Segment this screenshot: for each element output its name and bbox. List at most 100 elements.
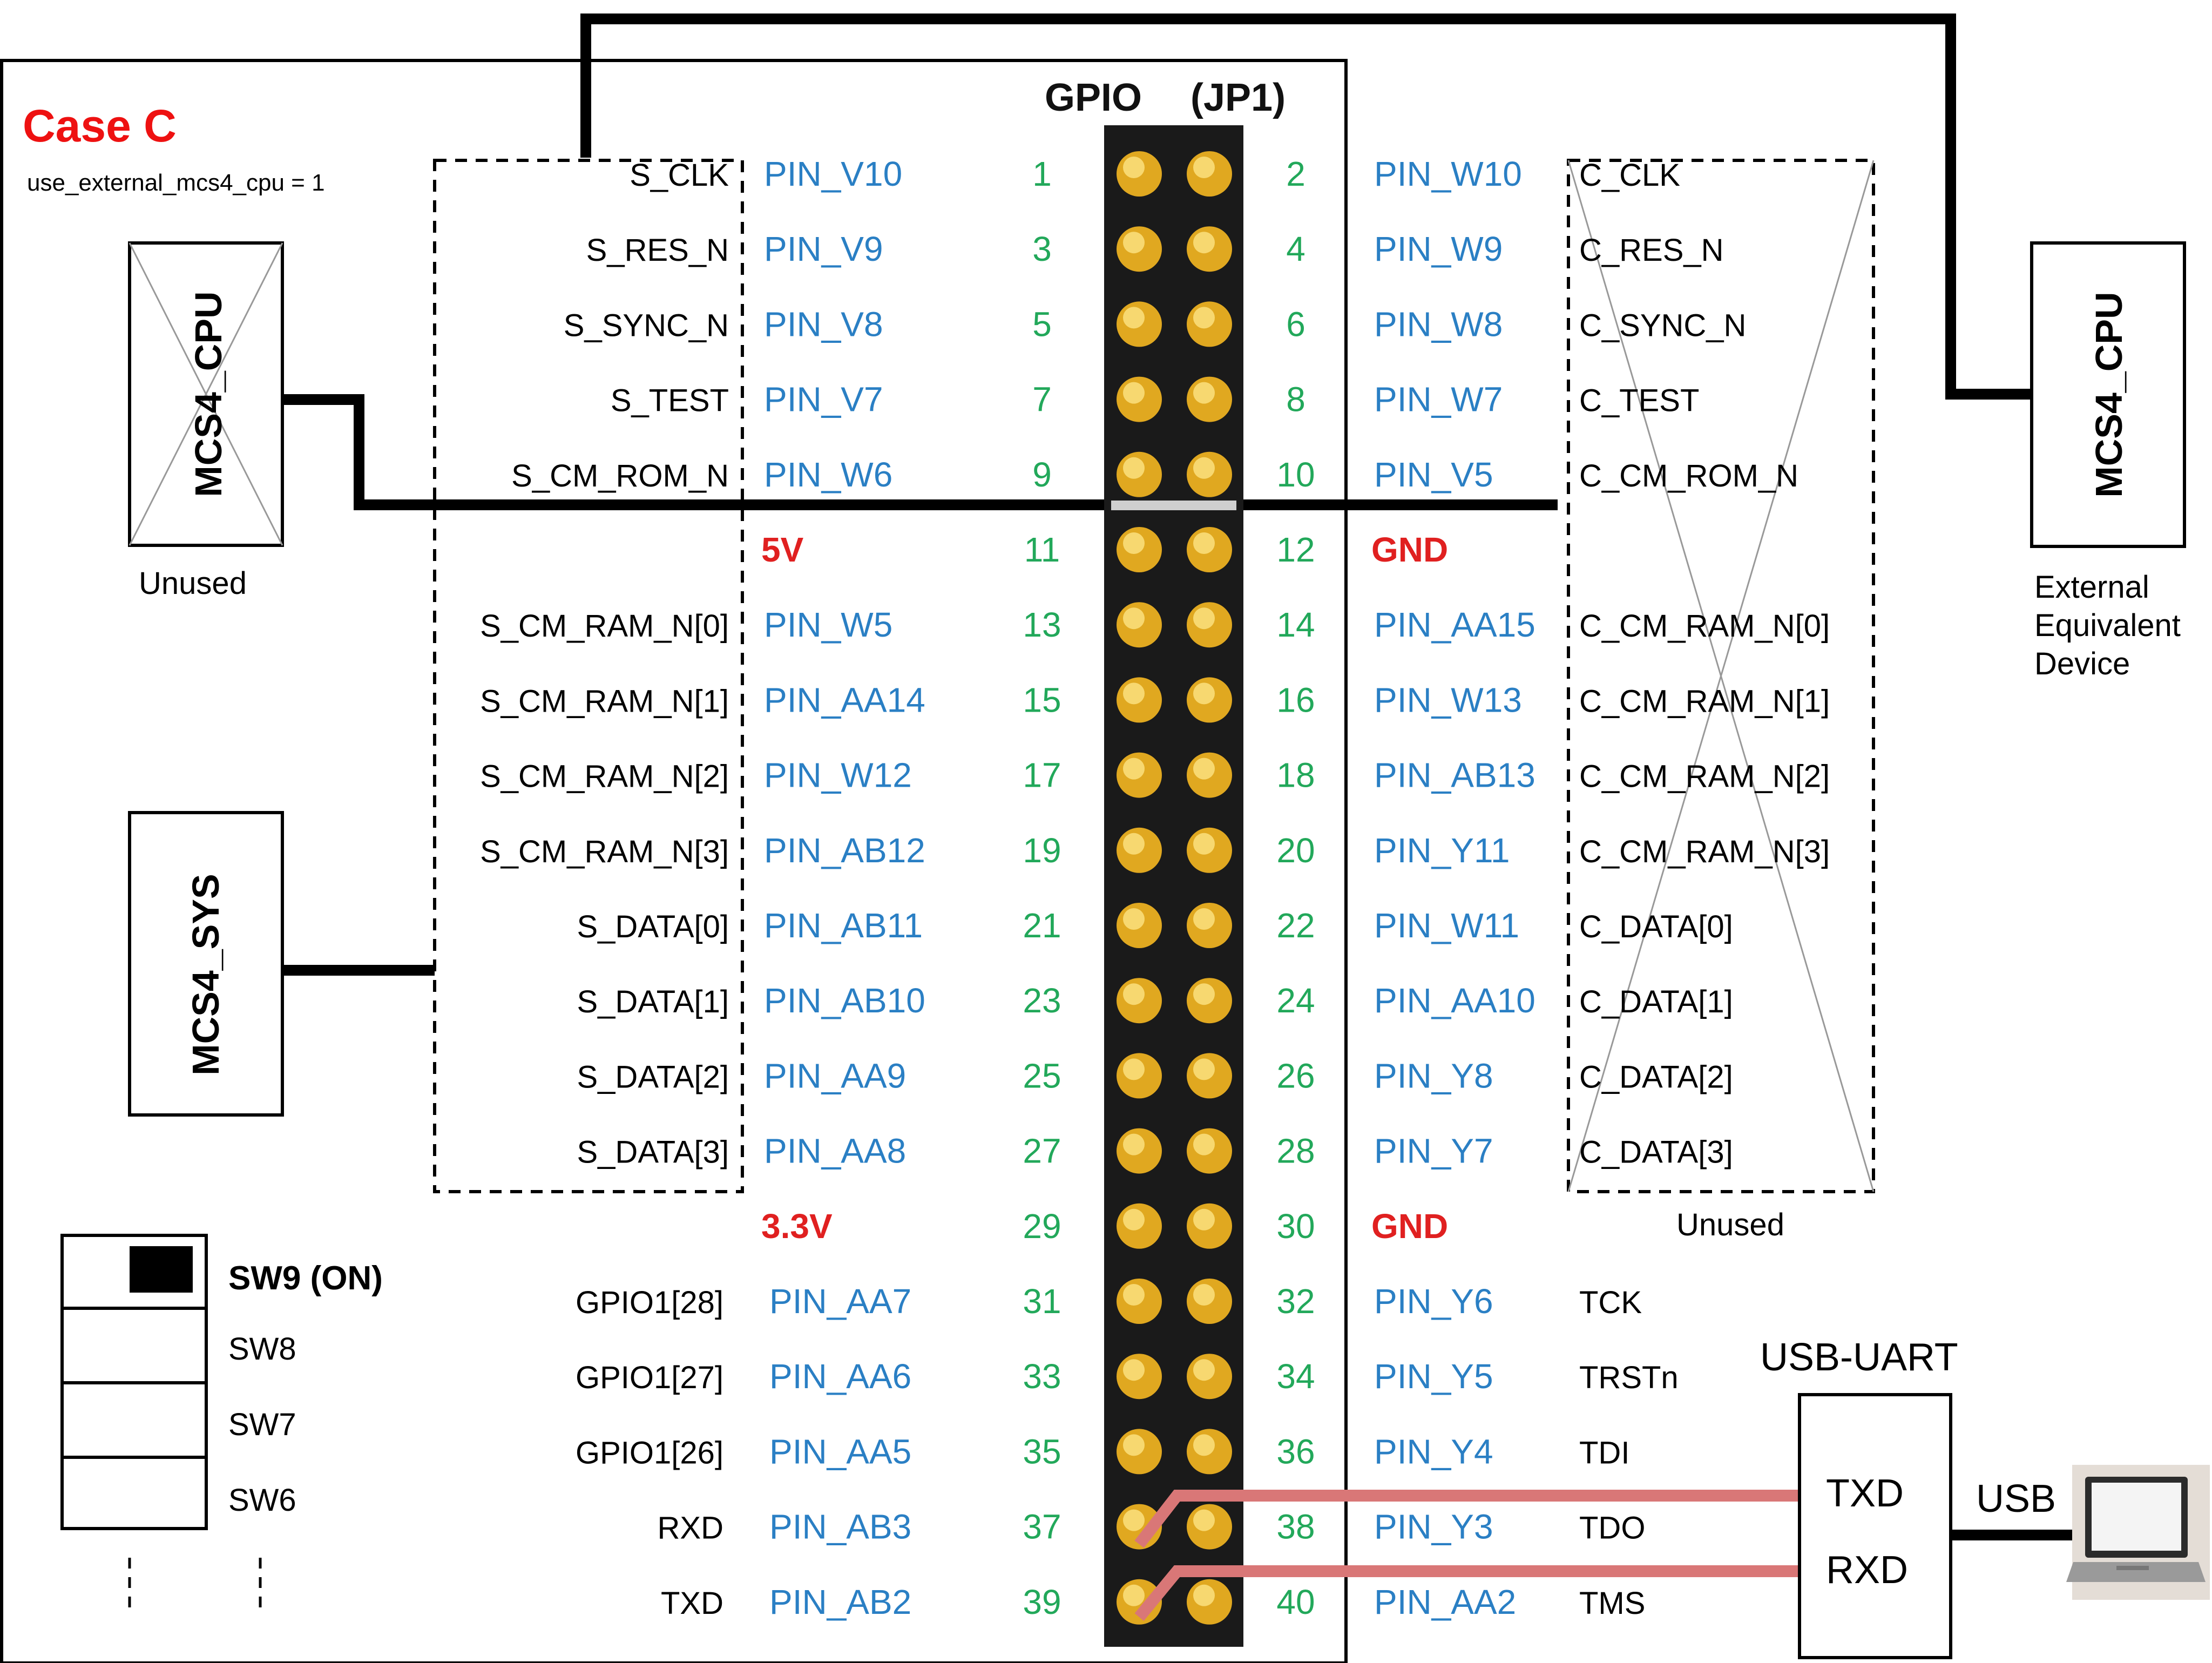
external-mcs4-cpu-box: MCS4_CPU (2030, 241, 2186, 548)
pin-number-20: 20 (1276, 831, 1315, 870)
signal-label-33: GPIO1[27] (576, 1360, 723, 1395)
signal-label-38: TDO (1579, 1511, 1645, 1546)
usb-uart-title: USB-UART (1760, 1336, 1958, 1379)
fpga-pin-9: PIN_W6 (764, 455, 892, 494)
s-signal-group-box (433, 159, 744, 1193)
header-pin-highlight-2 (1193, 157, 1215, 178)
pin-number-34: 34 (1276, 1357, 1315, 1396)
c-group-cross-2 (1567, 160, 1875, 1192)
header-pin-highlight-40 (1193, 1584, 1215, 1606)
header-pin-highlight-10 (1193, 457, 1215, 479)
header-pin-highlight-31 (1123, 1284, 1145, 1306)
signal-label-18: C_CM_RAM_N[2] (1579, 759, 1830, 794)
fpga-pin-6: PIN_W8 (1374, 305, 1503, 343)
header-pin-highlight-13 (1123, 607, 1145, 630)
switch-label-sw7: SW7 (228, 1407, 296, 1442)
header-pin-highlight-27 (1123, 1133, 1145, 1155)
power-label-30: GND (1371, 1207, 1448, 1246)
usb-uart-rxd: RXD (1826, 1549, 1908, 1592)
signal-label-37: RXD (658, 1511, 723, 1546)
header-pin-highlight-11 (1123, 532, 1145, 554)
header-pin-highlight-15 (1123, 682, 1145, 705)
wire-sclk-to-external-cpu (580, 13, 2030, 400)
signal-label-27: S_DATA[3] (577, 1135, 729, 1170)
header-pin-highlight-20 (1193, 833, 1215, 855)
pin-number-13: 13 (1023, 605, 1061, 644)
power-label-11: 5V (761, 530, 804, 569)
fpga-pin-26: PIN_Y8 (1374, 1056, 1493, 1095)
signal-label-31: GPIO1[28] (576, 1285, 723, 1320)
wire-txd-to-uart-rxd (1134, 1565, 1798, 1621)
header-pin-highlight-25 (1123, 1058, 1145, 1080)
switch-label-sw8: SW8 (228, 1331, 296, 1367)
pin-number-29: 29 (1023, 1207, 1061, 1246)
header-pin-highlight-18 (1193, 758, 1215, 780)
fpga-pin-39: PIN_AB2 (769, 1583, 911, 1621)
header-pin-highlight-19 (1123, 833, 1145, 855)
signal-label-32: TCK (1579, 1285, 1642, 1320)
signal-label-17: S_CM_RAM_N[2] (480, 759, 729, 794)
pin-number-19: 19 (1023, 831, 1061, 870)
fpga-pin-31: PIN_AA7 (769, 1282, 911, 1321)
gpio-header-strip (1104, 125, 1243, 1647)
fpga-pin-10: PIN_V5 (1374, 455, 1493, 494)
fpga-pin-13: PIN_W5 (764, 605, 892, 644)
signal-label-39: TXD (661, 1586, 723, 1621)
pin-number-14: 14 (1276, 605, 1315, 644)
pin-number-28: 28 (1276, 1132, 1315, 1171)
wire-left-cpu-to-bus (283, 394, 1558, 510)
fpga-pin-2: PIN_W10 (1374, 154, 1522, 193)
pin-number-37: 37 (1023, 1507, 1061, 1546)
header-pin-highlight-16 (1193, 682, 1215, 705)
case-title: Case C (23, 100, 177, 151)
pin-number-11: 11 (1024, 530, 1060, 569)
header-pin-highlight-32 (1193, 1284, 1215, 1306)
header-pin-highlight-6 (1193, 307, 1215, 329)
signal-label-24: C_DATA[1] (1579, 984, 1733, 1019)
switch-label-sw6: SW6 (228, 1483, 296, 1518)
header-pin-highlight-33 (1123, 1359, 1145, 1381)
header-pin-highlight-12 (1193, 532, 1215, 554)
header-pin-highlight-5 (1123, 307, 1145, 329)
signal-label-35: GPIO1[26] (576, 1435, 723, 1470)
header-pin-highlight-28 (1193, 1133, 1215, 1155)
fpga-board-outline (0, 59, 1348, 1663)
header-pin-highlight-4 (1193, 232, 1215, 254)
header-pin-highlight-14 (1193, 607, 1215, 630)
signal-label-5: S_SYNC_N (564, 308, 729, 343)
header-pin-highlight-38 (1193, 1509, 1215, 1531)
fpga-pin-22: PIN_W11 (1374, 906, 1519, 945)
header-pin-highlight-17 (1123, 758, 1145, 780)
pin-number-35: 35 (1023, 1432, 1061, 1471)
pin-number-22: 22 (1276, 906, 1315, 945)
fpga-pin-18: PIN_AB13 (1374, 756, 1535, 795)
pin-number-15: 15 (1023, 680, 1061, 719)
fpga-pin-4: PIN_W9 (1374, 229, 1503, 268)
fpga-pin-17: PIN_W12 (764, 756, 912, 795)
fpga-pin-36: PIN_Y4 (1374, 1432, 1493, 1471)
header-pin-highlight-24 (1193, 983, 1215, 1005)
header-pin-highlight-26 (1193, 1058, 1215, 1080)
fpga-pin-33: PIN_AA6 (769, 1357, 911, 1396)
usb-label: USB (1976, 1477, 2056, 1520)
signal-label-1: S_CLK (630, 158, 729, 193)
signal-label-21: S_DATA[0] (577, 909, 729, 944)
gpio-header-label: GPIO (1045, 76, 1142, 119)
signal-label-23: S_DATA[1] (577, 984, 729, 1019)
fpga-pin-35: PIN_AA5 (769, 1432, 911, 1471)
pin-number-39: 39 (1023, 1583, 1061, 1621)
pin-number-40: 40 (1276, 1583, 1315, 1621)
pin-number-33: 33 (1023, 1357, 1061, 1396)
signal-label-22: C_DATA[0] (1579, 909, 1733, 944)
pin-number-30: 30 (1276, 1207, 1315, 1246)
left-mcs4-cpu-box: MCS4_CPU (128, 241, 284, 547)
pin-number-1: 1 (1032, 154, 1052, 193)
pin-number-27: 27 (1023, 1132, 1061, 1171)
fpga-pin-38: PIN_Y3 (1374, 1507, 1493, 1546)
pin-number-2: 2 (1286, 154, 1305, 193)
fpga-pin-14: PIN_AA15 (1374, 605, 1535, 644)
signal-label-34: TRSTn (1579, 1360, 1679, 1395)
header-pin-highlight-23 (1123, 983, 1145, 1005)
signal-label-16: C_CM_RAM_N[1] (1579, 684, 1830, 719)
header-pin-highlight-29 (1123, 1208, 1145, 1231)
